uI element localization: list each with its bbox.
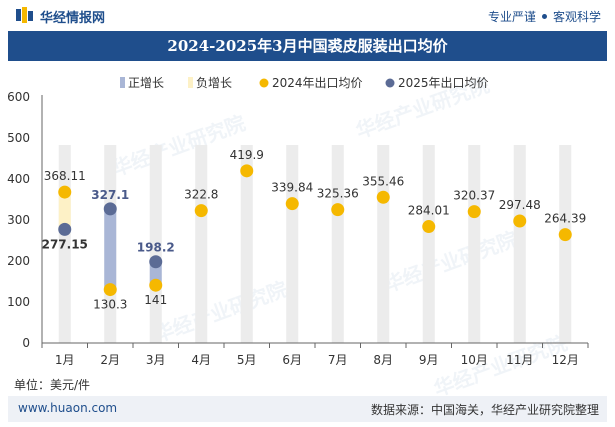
point-2024 xyxy=(467,205,481,219)
x-tick-label: 12月 xyxy=(552,353,579,367)
y-tick-label: 200 xyxy=(7,254,30,268)
data-label-2025: 277.15 xyxy=(42,237,88,251)
column-background xyxy=(468,145,481,343)
data-label-2024: 284.01 xyxy=(408,204,450,218)
legend-2024-label: 2024年出口均价 xyxy=(272,76,363,90)
y-tick-label: 500 xyxy=(7,131,30,145)
data-label-2024: 339.84 xyxy=(271,181,313,195)
legend-increase-label: 正增长 xyxy=(128,76,164,90)
unit-label: 单位：美元/件 xyxy=(14,378,91,392)
data-label-2024: 320.37 xyxy=(453,189,495,203)
legend-decrease-label: 负增长 xyxy=(196,76,232,90)
column-background xyxy=(195,145,208,343)
y-tick-label: 0 xyxy=(22,336,30,350)
chart-title: 2024-2025年3月中国裘皮服装出口均价 xyxy=(167,37,448,55)
legend-increase-swatch xyxy=(120,77,125,88)
point-2024 xyxy=(149,278,163,292)
y-tick-label: 100 xyxy=(7,295,30,309)
column-background xyxy=(422,145,435,343)
column-background xyxy=(240,145,253,343)
data-label-2024: 368.11 xyxy=(44,169,86,183)
x-tick-label: 5月 xyxy=(237,353,257,367)
slogan-right: 客观科学 xyxy=(552,10,601,24)
point-2024 xyxy=(558,228,572,242)
data-label-2025: 327.1 xyxy=(91,188,129,202)
point-2024 xyxy=(285,197,299,211)
top-bar: 华经情报网 专业严谨 客观科学 xyxy=(0,0,615,30)
x-tick-label: 1月 xyxy=(55,353,75,367)
data-label-2024: 264.39 xyxy=(544,212,586,226)
y-tick-label: 400 xyxy=(7,172,30,186)
data-label-2024: 355.46 xyxy=(362,174,404,188)
slogan-dot-icon xyxy=(541,14,547,19)
x-tick-label: 4月 xyxy=(191,353,211,367)
slogan-left: 专业严谨 xyxy=(487,10,536,24)
y-tick-label: 300 xyxy=(7,213,30,227)
x-tick-label: 6月 xyxy=(282,353,302,367)
x-tick-label: 8月 xyxy=(373,353,393,367)
data-label-2024: 130.3 xyxy=(93,298,127,312)
column-background xyxy=(559,145,572,343)
site-name: 华经情报网 xyxy=(40,11,106,26)
huajing-logo-icon xyxy=(16,7,33,23)
legend-2025-label: 2025年出口均价 xyxy=(398,76,489,90)
point-2025 xyxy=(58,222,72,236)
footer-bar: www.huaon.com 数据来源：中国海关，华经产业研究院整理 xyxy=(8,396,607,422)
x-tick-label: 3月 xyxy=(146,353,166,367)
data-label-2024: 297.48 xyxy=(499,198,541,212)
legend-2024-marker xyxy=(259,78,269,88)
column-background xyxy=(286,145,299,343)
legend-decrease-swatch xyxy=(188,77,193,88)
x-tick-label: 7月 xyxy=(328,353,348,367)
footer-source: 数据来源：中国海关，华经产业研究院整理 xyxy=(370,403,599,417)
x-tick-label: 10月 xyxy=(461,353,488,367)
point-2025 xyxy=(149,255,163,269)
point-2025 xyxy=(103,202,117,216)
slogan: 专业严谨 客观科学 xyxy=(488,8,601,25)
footer-website: www.huaon.com xyxy=(18,401,118,415)
point-2024 xyxy=(513,214,527,228)
column-background xyxy=(331,145,344,343)
data-label-2025: 198.2 xyxy=(137,241,175,255)
data-label-2024: 322.8 xyxy=(184,188,218,202)
point-2024 xyxy=(58,185,72,199)
point-2024 xyxy=(194,204,208,218)
point-2024 xyxy=(376,190,390,204)
column-background xyxy=(149,145,162,343)
point-2024 xyxy=(103,283,117,297)
increase-bar xyxy=(104,208,117,290)
increase-bar xyxy=(149,261,162,286)
data-label-2024: 419.9 xyxy=(230,148,264,162)
data-label-2024: 141 xyxy=(144,293,167,307)
point-2024 xyxy=(240,164,254,178)
x-tick-label: 11月 xyxy=(506,353,533,367)
decrease-bar xyxy=(58,192,71,230)
x-tick-label: 9月 xyxy=(419,353,439,367)
data-label-2024: 325.36 xyxy=(317,187,359,201)
y-tick-label: 600 xyxy=(7,90,30,104)
chart-title-bar: 2024-2025年3月中国裘皮服装出口均价 xyxy=(8,31,607,61)
legend-2025-marker xyxy=(385,78,395,88)
column-background xyxy=(513,145,526,343)
point-2024 xyxy=(422,220,436,234)
point-2024 xyxy=(331,203,345,217)
x-tick-label: 2月 xyxy=(100,353,120,367)
